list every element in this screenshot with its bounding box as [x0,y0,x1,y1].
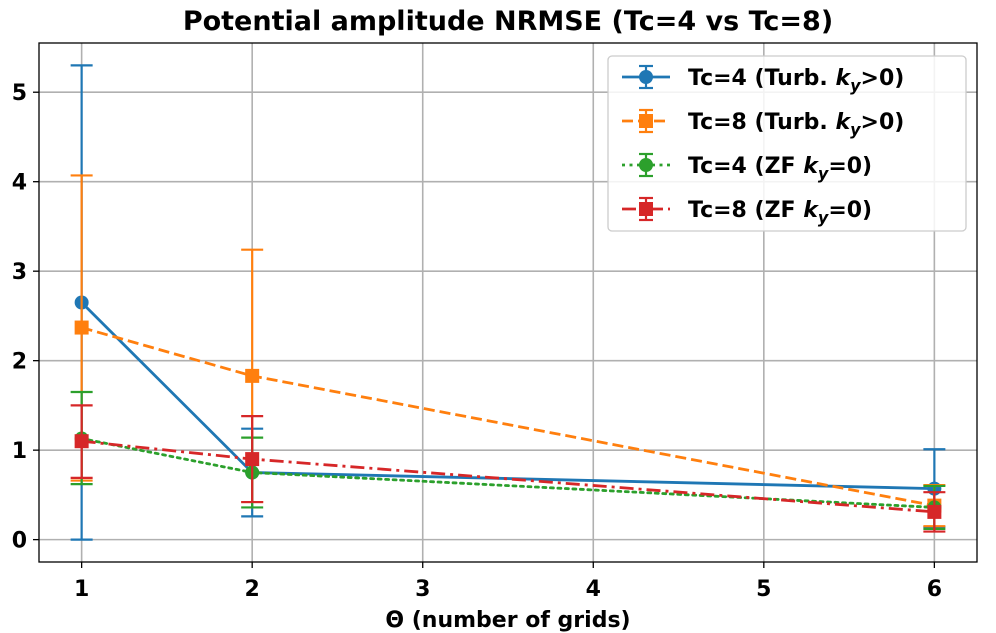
legend-box [607,55,967,232]
x-tick-label: 1 [74,577,89,602]
data-point [927,504,942,519]
legend-marker [639,202,653,216]
series-line [80,437,936,509]
legend-entry: Tc=8 (Turb. ky>0) [622,108,904,139]
series-tc-4-zf-ky-0 [70,390,946,530]
legend-marker [639,158,653,172]
series-line [80,301,935,491]
x-tick-label: 3 [415,577,430,602]
y-tick-label: 4 [12,171,27,196]
ticks-layer: 1 2 3 4 5 6 0 1 2 3 4 5 [12,81,942,602]
y-tick-label: 1 [12,439,27,464]
legend-entry: Tc=4 (Turb. ky>0) [622,64,904,95]
x-tick-label: 2 [245,577,260,602]
legend-marker [639,70,653,84]
plot-frame [38,42,978,563]
y-tick-label: 5 [12,81,27,106]
series-tc-8-zf-ky-0 [70,404,946,533]
x-tick-label: 4 [586,577,601,602]
legend-marker [639,114,653,128]
y-tick-label: 2 [12,350,27,375]
x-axis-label: Θ (number of grids) [385,608,630,633]
legend-entry: Tc=4 (ZF ky=0) [622,152,872,183]
legend-entry: Tc=8 (ZF ky=0) [622,196,872,227]
y-tick-label: 0 [12,529,27,554]
legend-label: Tc=4 (ZF ky=0) [688,154,872,183]
legend-label: Tc=4 (Turb. ky>0) [688,66,904,95]
data-point [245,368,260,383]
legend-label: Tc=8 (Turb. ky>0) [688,110,904,139]
chart-title: Potential amplitude NRMSE (Tc=4 vs Tc=8) [183,6,833,37]
data-point [74,434,89,449]
series-layer [70,64,946,541]
x-tick-label: 5 [756,577,771,602]
data-point [74,320,89,335]
data-point [245,452,260,467]
y-tick-label: 3 [12,260,27,285]
x-tick-label: 6 [927,577,942,602]
legend-label: Tc=8 (ZF ky=0) [688,198,872,227]
legend: Tc=4 (Turb. ky>0) Tc=8 (Turb. ky>0) Tc=4 (… [607,55,967,232]
